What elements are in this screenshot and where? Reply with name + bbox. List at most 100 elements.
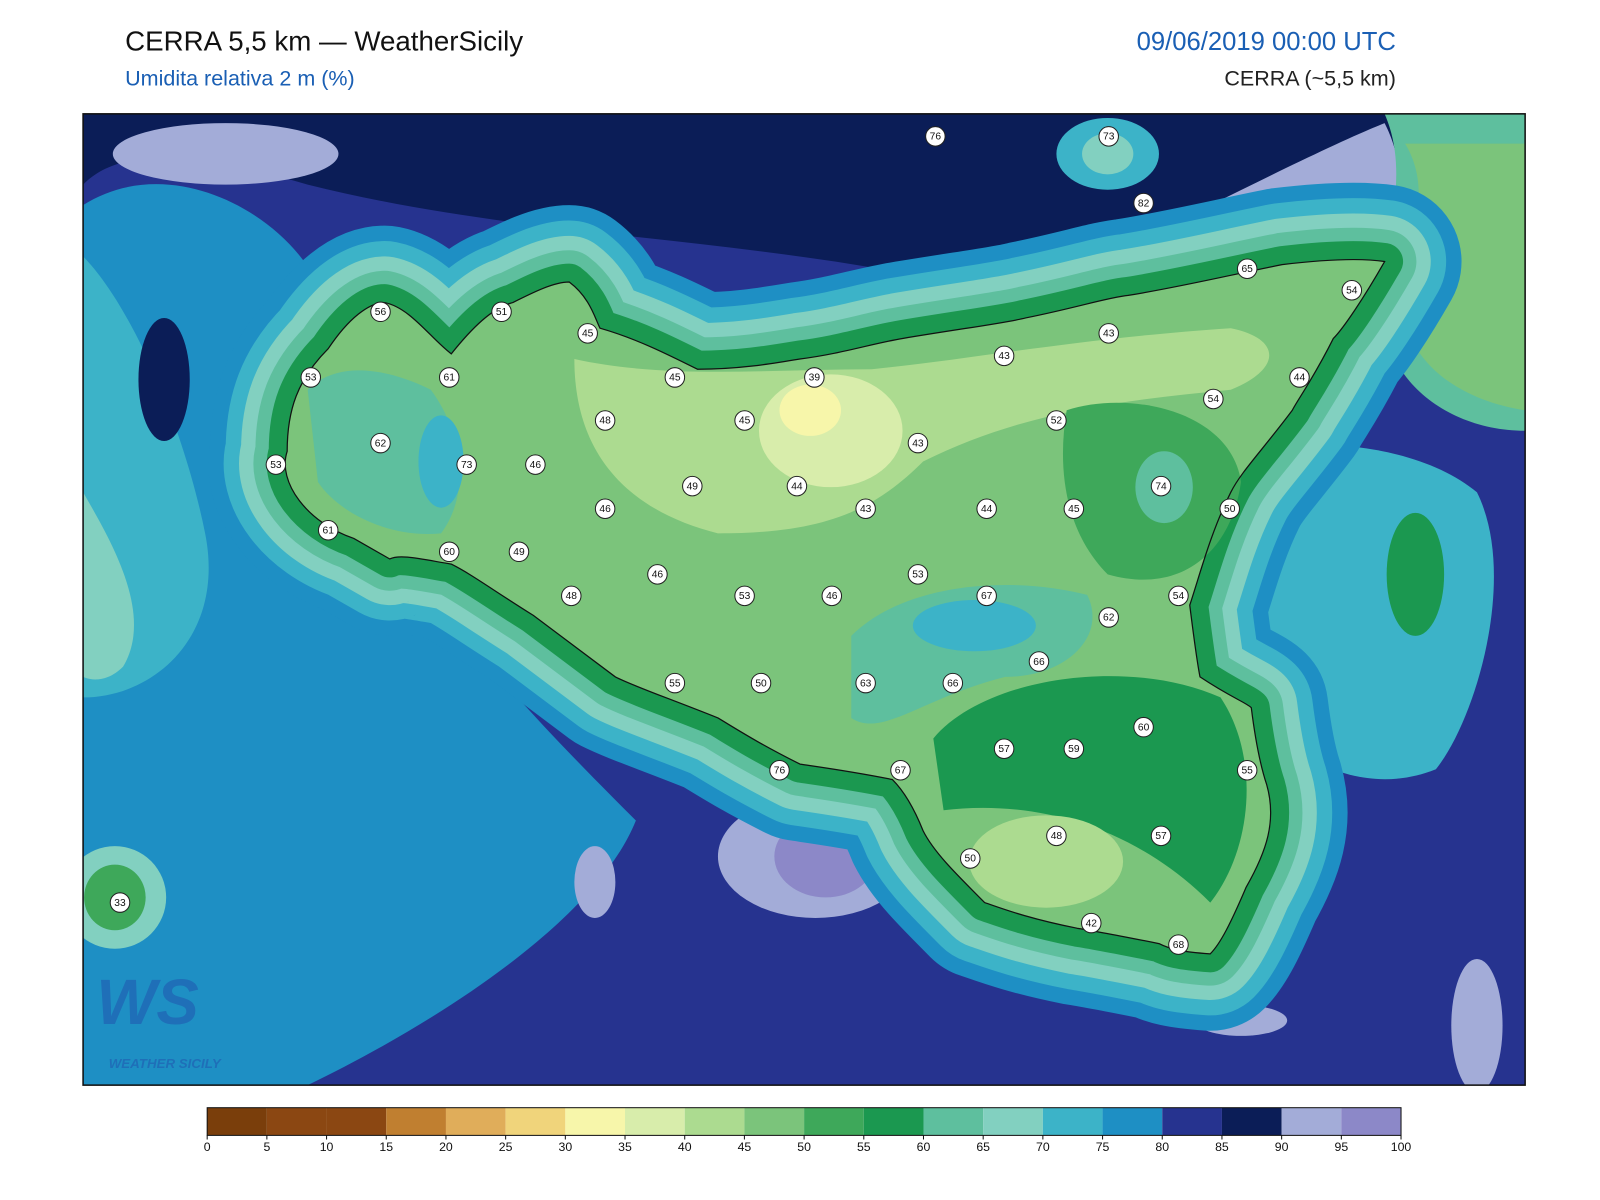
subtitle: Umidita relativa 2 m (%) xyxy=(125,67,355,91)
station-value: 51 xyxy=(496,307,508,318)
station-value: 66 xyxy=(947,678,959,689)
station-marker xyxy=(734,585,755,607)
station-marker xyxy=(925,126,946,147)
station-marker xyxy=(907,564,929,585)
colorbar-tick-label: 65 xyxy=(976,1140,990,1154)
station-value: 49 xyxy=(513,547,525,558)
station-marker xyxy=(370,432,391,454)
station-marker xyxy=(438,367,460,388)
map-frame xyxy=(82,113,1526,1086)
colorbar-tick-label: 50 xyxy=(797,1140,811,1154)
colorbar-tick-label: 70 xyxy=(1036,1140,1050,1154)
north-patch xyxy=(112,123,339,185)
station-marker xyxy=(456,454,477,475)
station-value: 46 xyxy=(530,460,542,471)
station-value: 57 xyxy=(998,744,1010,755)
station-value: 50 xyxy=(755,678,767,689)
colorbar-tick-label: 0 xyxy=(204,1140,211,1154)
station-value: 59 xyxy=(1068,744,1080,755)
colorbar-bin xyxy=(445,1107,506,1136)
colorbar-tick-label: 100 xyxy=(1391,1140,1412,1154)
colorbar-bin xyxy=(1102,1107,1163,1136)
station-marker xyxy=(890,759,911,781)
station-marker xyxy=(1168,585,1189,607)
station-value: 53 xyxy=(270,460,282,471)
station-value: 82 xyxy=(1138,198,1150,209)
station-value: 53 xyxy=(912,570,924,581)
station-marker xyxy=(1063,498,1085,519)
station-value: 54 xyxy=(1173,591,1185,602)
station-marker xyxy=(1098,607,1119,628)
colorbar-bin xyxy=(983,1107,1043,1136)
station-value: 61 xyxy=(323,525,335,536)
station-marker xyxy=(1219,498,1240,519)
colorbar-bin xyxy=(386,1107,446,1136)
station-value: 57 xyxy=(1155,831,1167,842)
station-value: 73 xyxy=(461,460,473,471)
station-value: 76 xyxy=(774,765,786,776)
station-value: 44 xyxy=(981,504,993,515)
station-marker xyxy=(1081,912,1102,934)
station-marker xyxy=(855,672,876,694)
station-value: 54 xyxy=(1346,285,1358,296)
station-marker xyxy=(976,498,997,519)
station-value: 39 xyxy=(809,373,821,384)
station-value: 46 xyxy=(599,504,611,515)
station-marker xyxy=(821,585,843,607)
hyblean-wet xyxy=(933,676,1247,903)
station-marker xyxy=(682,475,703,497)
station-marker xyxy=(1046,410,1067,431)
valid-time: 09/06/2019 00:00 UTC xyxy=(1137,28,1396,56)
colorbar-tick-label: 15 xyxy=(379,1140,393,1154)
station-marker xyxy=(804,367,825,388)
station-value: 55 xyxy=(1241,765,1253,776)
station-value: 54 xyxy=(1208,394,1220,405)
station-marker xyxy=(959,848,981,869)
station-value: 60 xyxy=(444,547,456,558)
station-value: 66 xyxy=(1033,657,1045,668)
station-marker xyxy=(1236,759,1258,781)
colorbar-tick-label: 45 xyxy=(738,1140,752,1154)
station-marker xyxy=(1168,934,1189,955)
west-wet-core xyxy=(418,415,464,508)
station-value: 53 xyxy=(305,373,317,384)
station-marker xyxy=(750,672,772,694)
station-value: 60 xyxy=(1138,722,1150,733)
station-marker xyxy=(594,410,616,431)
aeolian-core xyxy=(1082,133,1134,175)
station-value: 50 xyxy=(965,854,977,865)
station-value: 43 xyxy=(912,438,924,449)
station-marker xyxy=(1289,367,1310,388)
station-marker xyxy=(1133,192,1154,214)
colorbar-bin xyxy=(1281,1107,1342,1136)
station-value: 73 xyxy=(1103,132,1115,143)
station-value: 45 xyxy=(739,416,751,427)
colorbar-bin xyxy=(565,1107,626,1136)
colorbar-tick-label: 60 xyxy=(917,1140,931,1154)
station-value: 42 xyxy=(1086,918,1098,929)
station-value: 67 xyxy=(895,765,907,776)
stations: 76 73 82 65 54 56 51 45 43 43 53 61 45 39 54 44 48 45 52 62… xyxy=(109,126,1363,955)
station-value: 61 xyxy=(444,373,456,384)
colorbar-bin xyxy=(505,1107,566,1136)
station-marker xyxy=(300,367,322,388)
station-marker xyxy=(664,672,686,694)
colorbar-bin xyxy=(1042,1107,1103,1136)
colorbar-bin xyxy=(1221,1107,1282,1136)
title: CERRA 5,5 km — WeatherSicily xyxy=(125,25,523,56)
station-marker xyxy=(976,585,997,607)
station-value: 45 xyxy=(1068,504,1080,515)
station-marker xyxy=(907,432,929,454)
station-value: 63 xyxy=(860,678,872,689)
station-value: 52 xyxy=(1051,416,1063,427)
colorbar-tick-label: 90 xyxy=(1275,1140,1289,1154)
station-value: 43 xyxy=(1103,329,1115,340)
station-marker xyxy=(1028,651,1050,672)
colorbar-tick-label: 85 xyxy=(1215,1140,1229,1154)
colorbar-tick-label: 10 xyxy=(320,1140,334,1154)
station-value: 44 xyxy=(1294,373,1306,384)
driest-center xyxy=(779,384,842,436)
station-marker xyxy=(1063,738,1085,759)
colorbar-tick-label: 80 xyxy=(1155,1140,1169,1154)
central-dry xyxy=(574,328,1270,534)
